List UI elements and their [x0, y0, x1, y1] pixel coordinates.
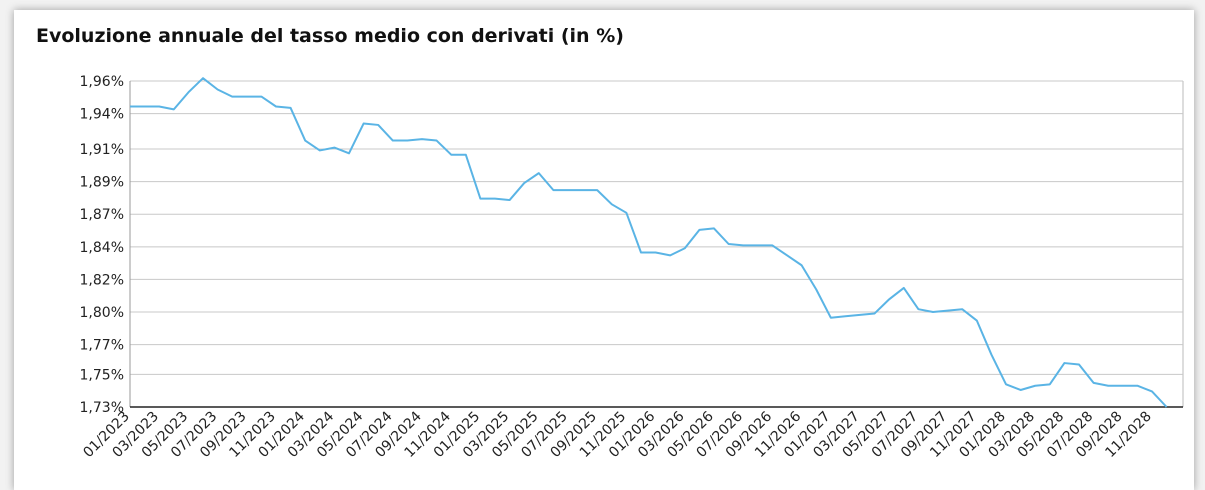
y-tick-label: 1,77% [80, 338, 124, 354]
chart: Evoluzione annuale del tasso medio con d… [36, 25, 1184, 461]
y-tick-label: 1,75% [80, 367, 124, 383]
y-tick-label: 1,73% [80, 400, 124, 416]
y-tick-label: 1,82% [80, 272, 124, 288]
chart-card: Evoluzione annuale del tasso medio con d… [14, 10, 1194, 490]
y-tick-label: 1,94% [80, 107, 124, 123]
y-tick-label: 1,84% [80, 240, 124, 256]
y-tick-label: 1,89% [80, 175, 124, 191]
chart-title: Evoluzione annuale del tasso medio con d… [36, 25, 624, 47]
y-tick-label: 1,80% [80, 305, 124, 321]
y-tick-label: 1,96% [80, 74, 124, 90]
line-series [130, 77, 1168, 408]
y-tick-label: 1,87% [80, 207, 124, 223]
y-tick-label: 1,91% [80, 142, 124, 158]
